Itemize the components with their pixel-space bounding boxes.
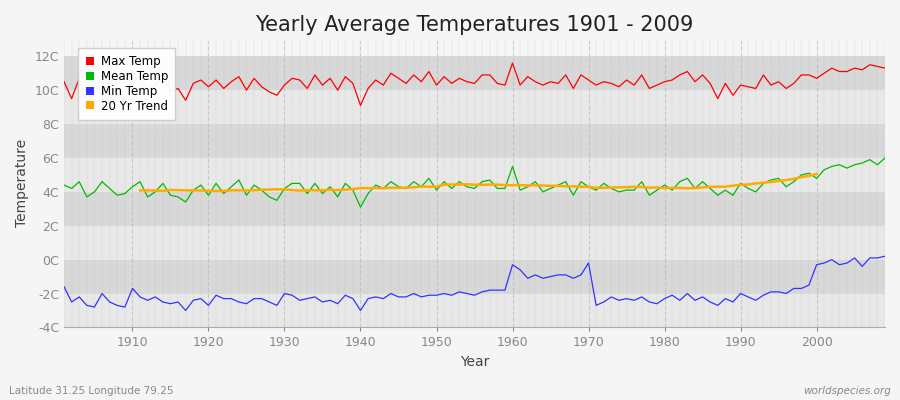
Bar (64, 90, 885, 124)
Bar (64, 158, 885, 192)
Bar (64, 226, 885, 260)
Title: Yearly Average Temperatures 1901 - 2009: Yearly Average Temperatures 1901 - 2009 (256, 15, 694, 35)
Bar (64, 260, 885, 294)
Bar (64, 124, 885, 158)
Legend: Max Temp, Mean Temp, Min Temp, 20 Yr Trend: Max Temp, Mean Temp, Min Temp, 20 Yr Tre… (78, 48, 175, 120)
Text: worldspecies.org: worldspecies.org (803, 386, 891, 396)
Bar (64, 192, 885, 226)
X-axis label: Year: Year (460, 355, 490, 369)
Y-axis label: Temperature: Temperature (15, 139, 29, 228)
Text: Latitude 31.25 Longitude 79.25: Latitude 31.25 Longitude 79.25 (9, 386, 174, 396)
Bar (64, 294, 885, 328)
Bar (64, 56, 885, 90)
